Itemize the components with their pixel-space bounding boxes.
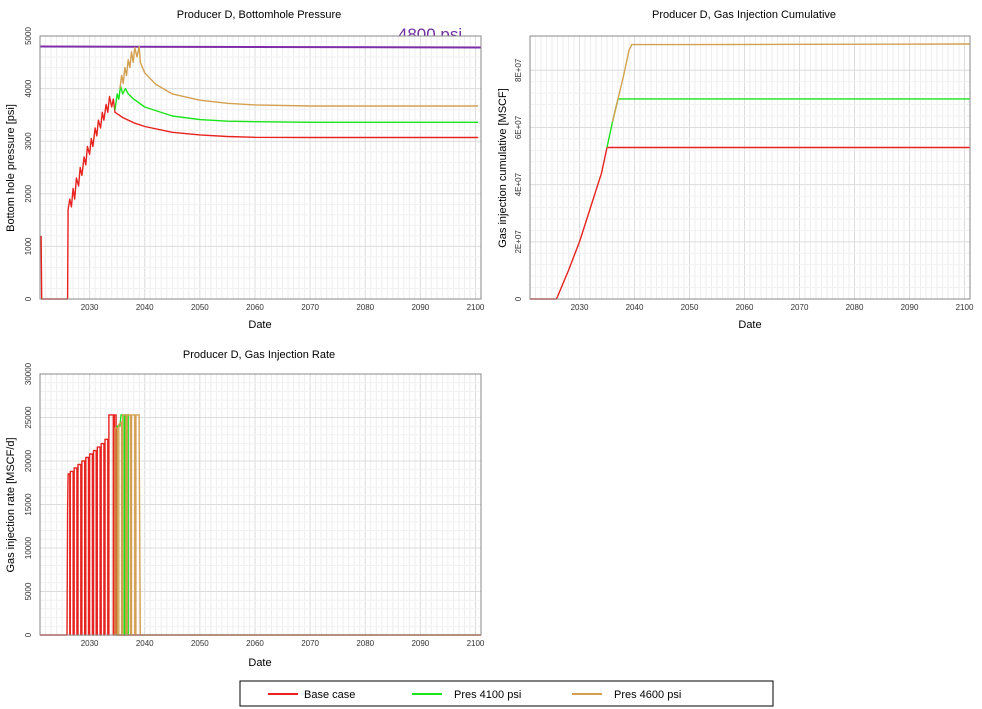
chart-title: Producer D, Gas Injection Rate <box>183 349 335 361</box>
series-line-pres-4100 <box>114 85 479 123</box>
legend-label-4100: Pres 4100 psi <box>454 689 521 701</box>
chart-title: Producer D, Bottomhole Pressure <box>177 9 341 21</box>
y-tick-label: 0 <box>514 296 523 301</box>
y-tick-label: 3000 <box>24 132 33 150</box>
x-tick-label: 2050 <box>191 639 209 648</box>
chart-gas-injection-cumulative: Producer D, Gas Injection Cumulative Dat… <box>497 9 974 331</box>
series-line-pres-4600 <box>611 43 971 122</box>
y-tick-label: 15000 <box>24 493 33 516</box>
y-tick-label: 5000 <box>24 582 33 600</box>
y-tick-label: 1000 <box>24 237 33 255</box>
x-tick-label: 2030 <box>81 639 99 648</box>
reference-line <box>39 45 482 49</box>
x-tick-label: 2030 <box>81 303 99 312</box>
y-tick-label: 0 <box>24 632 33 637</box>
x-tick-label: 2070 <box>301 303 319 312</box>
y-axis-label: Bottom hole pressure [psi] <box>5 104 17 232</box>
y-tick-label: 2000 <box>24 184 33 202</box>
y-tick-label: 10000 <box>24 536 33 559</box>
x-tick-label: 2080 <box>356 303 374 312</box>
y-tick-label: 4000 <box>24 79 33 97</box>
x-tick-label: 2040 <box>136 639 154 648</box>
plot-frame <box>529 35 971 300</box>
x-tick-label: 2050 <box>191 303 209 312</box>
y-tick-label: 20000 <box>24 449 33 472</box>
y-tick-label: 5000 <box>24 27 33 45</box>
x-tick-label: 2100 <box>467 639 485 648</box>
x-tick-label: 2030 <box>571 303 589 312</box>
y-tick-label: 2E+07 <box>514 230 523 254</box>
x-tick-label: 2070 <box>791 303 809 312</box>
series-line-pres-4100 <box>606 98 970 148</box>
y-axis-label: Gas injection cumulative [MSCF] <box>497 88 509 248</box>
plot-frame <box>39 373 482 636</box>
x-tick-label: 2040 <box>136 303 154 312</box>
y-tick-label: 6E+07 <box>514 115 523 139</box>
x-tick-label: 2060 <box>246 303 264 312</box>
series-line-pres-4600 <box>114 414 481 636</box>
x-tick-label: 2090 <box>901 303 919 312</box>
x-axis-label: Date <box>738 319 761 331</box>
y-axis-label: Gas injection rate [MSCF/d] <box>5 437 17 572</box>
x-tick-label: 2100 <box>467 303 485 312</box>
x-axis-label: Date <box>248 657 271 669</box>
x-tick-label: 2090 <box>411 303 429 312</box>
x-tick-label: 2040 <box>626 303 644 312</box>
x-tick-label: 2080 <box>356 639 374 648</box>
x-tick-label: 2050 <box>681 303 699 312</box>
x-tick-label: 2060 <box>246 639 264 648</box>
x-tick-label: 2090 <box>411 639 429 648</box>
y-tick-label: 4E+07 <box>514 172 523 196</box>
legend-label-base: Base case <box>304 689 355 701</box>
y-tick-label: 8E+07 <box>514 58 523 82</box>
x-tick-label: 2100 <box>956 303 974 312</box>
chart-gas-injection-rate: Producer D, Gas Injection Rate Date Gas … <box>5 349 485 669</box>
legend: Base case Pres 4100 psi Pres 4600 psi <box>239 680 774 707</box>
x-tick-label: 2080 <box>846 303 864 312</box>
x-axis-label: Date <box>248 319 271 331</box>
y-tick-label: 25000 <box>24 406 33 429</box>
chart-title: Producer D, Gas Injection Cumulative <box>652 9 836 21</box>
x-tick-label: 2060 <box>736 303 754 312</box>
y-tick-label: 30000 <box>24 362 33 385</box>
legend-box <box>239 680 774 707</box>
chart-bottomhole-pressure: Producer D, Bottomhole Pressure 4800 psi… <box>5 9 485 331</box>
plot-frame <box>39 35 482 300</box>
series-line-base-case <box>530 146 970 300</box>
series-line-base-case <box>40 95 479 300</box>
y-tick-label: 0 <box>24 296 33 301</box>
legend-label-4600: Pres 4600 psi <box>614 689 681 701</box>
series-line-pres-4600 <box>119 45 479 107</box>
x-tick-label: 2070 <box>301 639 319 648</box>
